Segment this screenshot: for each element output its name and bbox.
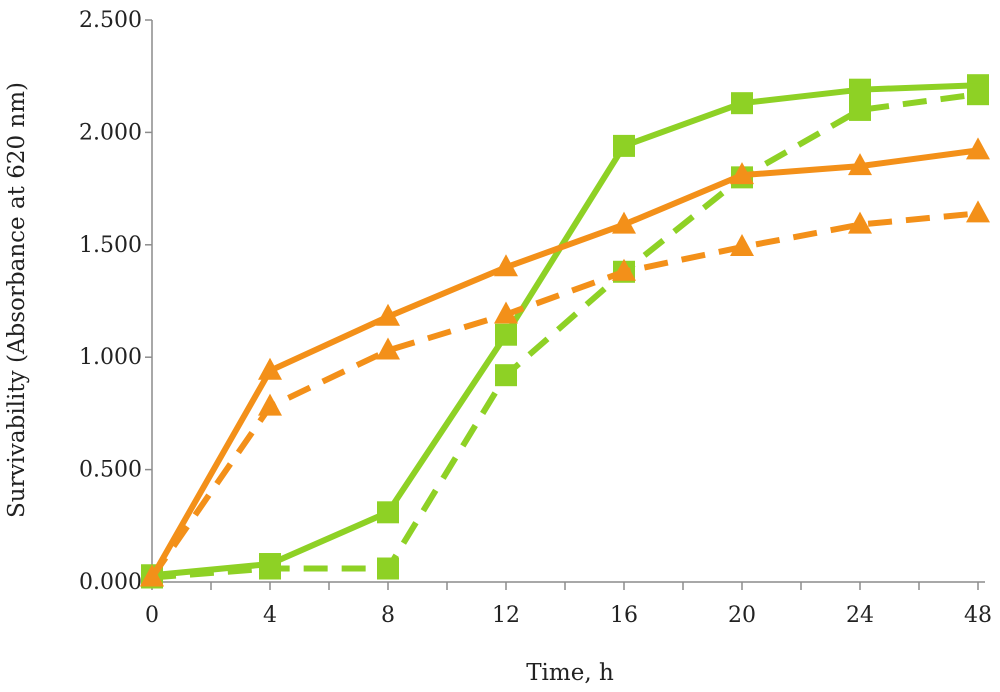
square-marker [731, 92, 753, 115]
y-tick-label: 0.000 [79, 570, 142, 595]
y-axis-title: Survivability (Absorbance at 620 nm) [4, 82, 30, 518]
square-marker [967, 83, 989, 106]
x-tick-label: 0 [145, 603, 159, 628]
square-marker [849, 98, 871, 121]
series-line [151, 91, 979, 581]
x-tick-label: 48 [964, 603, 992, 628]
triangle-marker [140, 564, 164, 587]
x-tick-label: 12 [492, 603, 520, 628]
y-tick-label: 2.000 [79, 120, 142, 145]
triangle-marker [376, 337, 400, 360]
y-tick-label: 1.000 [79, 345, 142, 370]
y-tick-label: 1.500 [79, 233, 142, 258]
x-tick-label: 20 [728, 603, 756, 628]
triangle-marker [848, 153, 872, 176]
square-marker [613, 134, 635, 157]
square-marker [377, 501, 399, 524]
square-marker [377, 557, 399, 580]
triangle-marker [494, 254, 518, 277]
triangle-marker [848, 211, 872, 234]
x-tick-label: 24 [846, 603, 874, 628]
y-tick-label: 0.500 [79, 458, 142, 483]
square-marker [495, 364, 517, 387]
triangle-marker [730, 234, 754, 257]
triangle-marker [258, 393, 282, 416]
y-tick-labels: 0.000 0.500 1.000 1.500 2.000 2.500 [79, 8, 152, 595]
x-tick-label: 4 [263, 603, 277, 628]
triangle-marker [966, 137, 990, 160]
triangle-marker [730, 162, 754, 185]
square-marker [849, 78, 871, 101]
series-layer [140, 74, 990, 589]
triangle-marker [494, 301, 518, 324]
square-marker [495, 323, 517, 346]
series-4 [140, 200, 990, 587]
y-tick-label: 2.500 [79, 8, 142, 33]
triangle-marker [612, 211, 636, 234]
chart-axes [151, 20, 985, 583]
x-axis-title: Time, h [526, 660, 614, 686]
series-3 [140, 137, 990, 587]
x-tick-labels: 0 4 8 12 16 20 24 48 [145, 582, 992, 628]
series-1 [141, 74, 989, 587]
series-line [149, 210, 979, 580]
triangle-marker [612, 258, 636, 281]
series-line [151, 82, 979, 579]
triangle-marker [376, 303, 400, 326]
x-tick-label: 8 [381, 603, 395, 628]
triangle-marker [966, 200, 990, 223]
series-line [149, 147, 979, 579]
triangle-marker [258, 357, 282, 380]
square-marker [259, 557, 281, 580]
x-tick-label: 16 [610, 603, 638, 628]
